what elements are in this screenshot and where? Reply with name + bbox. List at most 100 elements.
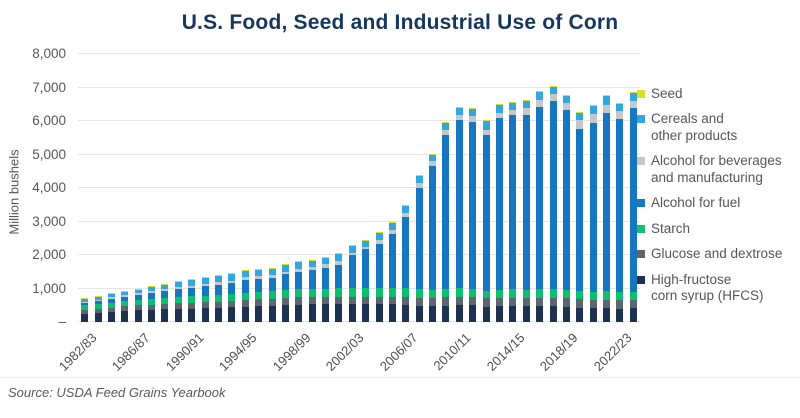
bar [549,85,557,322]
bar [362,239,370,322]
bar [348,244,356,322]
bar-segment [281,290,289,299]
bar-segment [415,183,423,188]
bar-segment [215,307,222,322]
bar-segment [121,295,129,297]
bar-segment [496,306,503,322]
bar-segment [482,290,490,299]
x-tick-label: 2010/11 [430,330,474,374]
bar-segment [215,282,222,285]
bar-segment [348,304,356,322]
bar [469,107,477,322]
bar-segment [375,243,383,289]
bar-segment [201,295,209,303]
bar-segment [281,298,289,306]
legend-swatch [637,115,645,124]
bar-segment [268,275,276,278]
bar-segment [94,297,102,300]
bar [509,101,517,322]
bar-segment [589,299,597,309]
bar-segment [576,120,584,129]
bar [562,94,570,322]
bar-segment [148,304,156,310]
bar-segment [629,93,637,102]
bar-segment [482,120,490,130]
bar [241,269,249,322]
bar [281,264,289,322]
bar-segment [589,123,597,292]
bar-segment [201,308,209,322]
bar-segment [335,253,343,255]
bar-segment [107,298,115,303]
bar-segment [603,308,611,322]
bar-segment [589,114,597,124]
x-tick-label: 1994/95 [216,330,260,374]
bar [629,92,637,322]
bar-segment [536,99,544,108]
gridline [78,187,640,188]
bar-segment [268,277,276,292]
bar-segment [536,107,544,290]
bar [161,283,169,322]
bar-segment [442,305,450,322]
bar [429,153,437,322]
bar-segment [94,301,102,305]
bar-segment [335,296,343,305]
legend-item: Alcohol for beverages and manufacturing [637,153,799,186]
bar-segment [241,300,249,307]
bar-segment [629,291,637,300]
bar [402,204,410,322]
legend-item: Alcohol for fuel [637,195,799,211]
bar-segment [429,290,437,299]
bar-segment [455,305,463,322]
bar-segment [134,288,142,290]
y-tick-label: 6,000 [32,113,66,128]
legend-swatch [637,275,645,284]
bar [496,104,503,322]
bar-segment [161,303,169,310]
bar-segment [161,291,169,299]
bar-segment [201,286,209,296]
bar-segment [255,299,263,307]
bar-segment [455,106,463,108]
bar-segment [616,103,624,105]
bar-segment [629,107,637,292]
y-tick-label: 2,000 [32,247,66,262]
bar-segment [348,244,356,246]
x-tick-label: 2006/07 [376,330,421,374]
bar-segment [348,288,356,297]
bar [589,105,597,322]
bar-segment [322,256,330,258]
bar-segment [322,296,330,305]
bar-segment [388,296,396,305]
bar-segment [241,306,249,322]
bar-segment [348,252,356,256]
bar-segment [562,94,570,96]
bar-segment [455,288,463,297]
bar-segment [188,285,196,288]
bar-segment [81,305,89,310]
bar [616,103,624,322]
bar-segment [576,299,584,308]
bar-segment [522,306,530,322]
bar-segment [348,296,356,305]
bar-segment [134,310,142,322]
gridline [78,287,640,289]
bar-segment [94,308,102,314]
bar-segment [362,296,370,305]
bar [603,94,611,322]
gridline [78,220,640,222]
bar-segment [415,187,423,290]
bar-segment [402,212,410,218]
legend-label: High-fructose corn syrup (HFCS) [651,271,764,304]
legend-item: Cereals and other products [637,111,799,144]
bar-segment [509,297,517,307]
bar-segment [603,112,611,292]
y-tick-label: 5,000 [32,146,66,162]
bar-segment [576,111,584,113]
legend-swatch [637,199,645,208]
bar-segment [589,308,597,322]
bar [255,268,263,322]
bar-segment [215,294,222,302]
bar-segment [255,278,263,292]
